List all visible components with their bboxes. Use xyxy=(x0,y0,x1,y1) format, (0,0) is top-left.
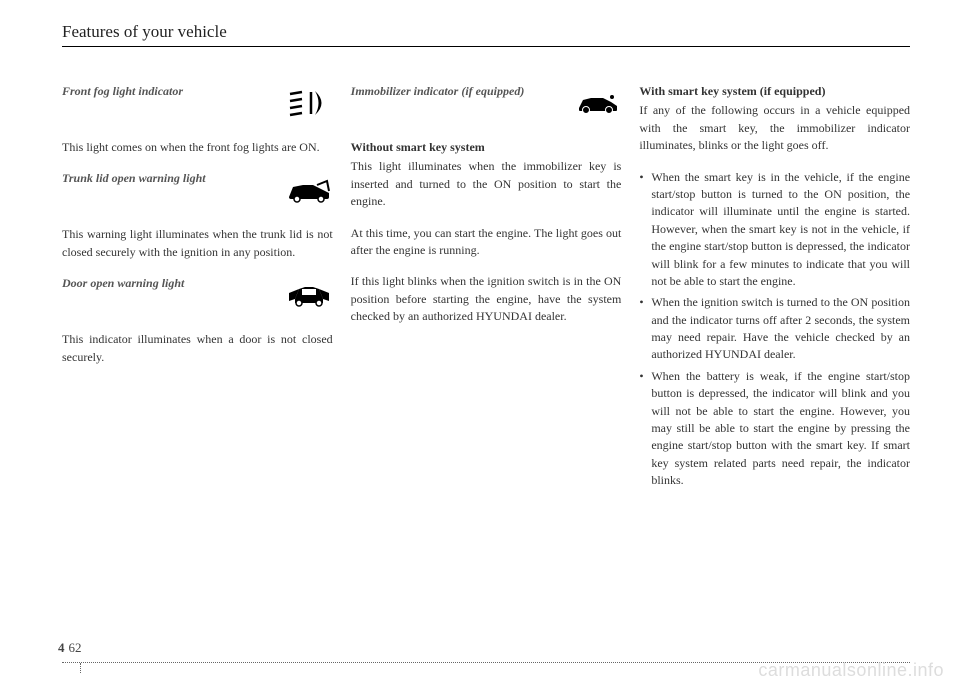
trunk-body: This warning light illuminates when the … xyxy=(62,226,333,261)
column-2: Immobilizer indicator (if equipped) With… xyxy=(351,83,622,494)
door-open-icon xyxy=(285,275,333,315)
fog-light-icon xyxy=(285,83,333,123)
with-smartkey-heading: With smart key system (if equipped) xyxy=(639,83,910,100)
page-number-value: 62 xyxy=(69,640,82,655)
content-columns: Front fog light indicator This li xyxy=(62,83,910,494)
immobilizer-heading-row: Immobilizer indicator (if equipped) xyxy=(351,83,622,123)
door-heading-row: Door open warning light xyxy=(62,275,333,315)
column-1: Front fog light indicator This li xyxy=(62,83,333,494)
page-number: 4 62 xyxy=(54,640,86,656)
chapter-number: 4 xyxy=(58,640,65,655)
immob-p3: If this light blinks when the ignition s… xyxy=(351,273,622,325)
without-smartkey-heading: Without smart key system xyxy=(351,139,622,156)
immobilizer-icon xyxy=(573,83,621,123)
door-body: This indicator illuminates when a door i… xyxy=(62,331,333,366)
column-3: With smart key system (if equipped) If a… xyxy=(639,83,910,494)
immobilizer-heading: Immobilizer indicator (if equipped) xyxy=(351,83,574,100)
door-heading: Door open warning light xyxy=(62,275,285,292)
trunk-open-icon xyxy=(285,170,333,210)
immob-p2: At this time, you can start the engine. … xyxy=(351,225,622,260)
fog-light-heading-row: Front fog light indicator xyxy=(62,83,333,123)
bullet-3: When the battery is weak, if the engine … xyxy=(639,368,910,490)
manual-page: Features of your vehicle Front fog light… xyxy=(0,0,960,689)
header-title: Features of your vehicle xyxy=(62,22,910,42)
fog-light-heading: Front fog light indicator xyxy=(62,83,285,100)
page-header: Features of your vehicle xyxy=(62,22,910,47)
trunk-heading: Trunk lid open warning light xyxy=(62,170,285,187)
fog-light-body: This light comes on when the front fog l… xyxy=(62,139,333,156)
trunk-heading-row: Trunk lid open warning light xyxy=(62,170,333,210)
watermark: carmanualsonline.info xyxy=(758,660,944,681)
immob-p1: This light illuminates when the immobili… xyxy=(351,158,622,210)
smartkey-bullets: When the smart key is in the vehicle, if… xyxy=(639,169,910,490)
smartkey-intro: If any of the following occurs in a vehi… xyxy=(639,102,910,154)
footer-tick xyxy=(80,663,81,673)
bullet-2: When the ignition switch is turned to th… xyxy=(639,294,910,364)
bullet-1: When the smart key is in the vehicle, if… xyxy=(639,169,910,291)
